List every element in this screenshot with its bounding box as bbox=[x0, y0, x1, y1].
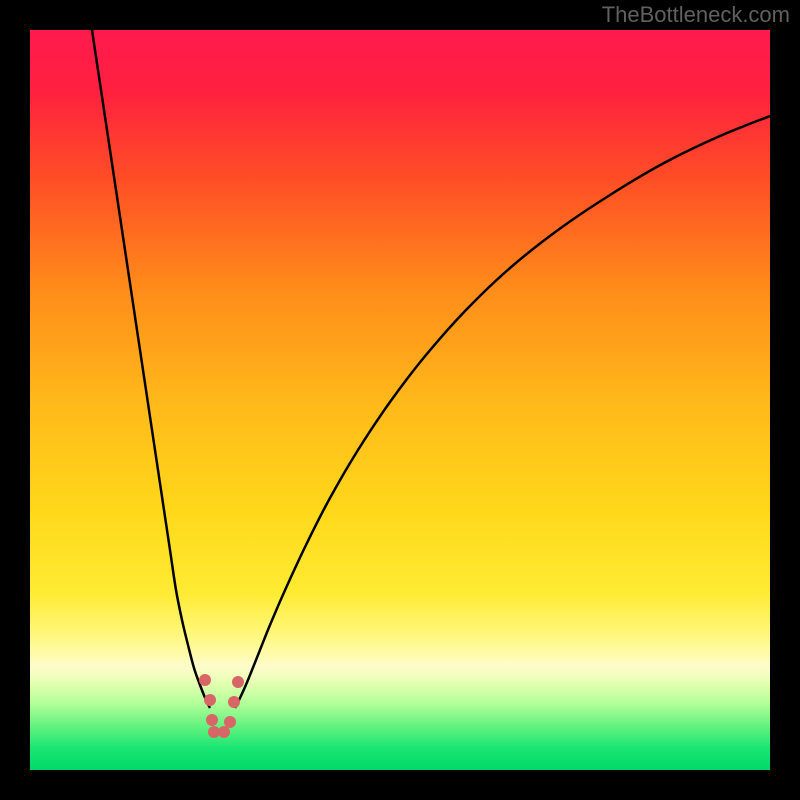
valley-marker bbox=[204, 694, 216, 706]
valley-marker bbox=[228, 696, 240, 708]
valley-markers bbox=[199, 674, 244, 738]
valley-marker bbox=[224, 716, 236, 728]
valley-marker bbox=[206, 714, 218, 726]
valley-marker bbox=[199, 674, 211, 686]
valley-marker bbox=[218, 726, 230, 738]
plot-area bbox=[30, 30, 770, 770]
curve-overlay bbox=[30, 30, 770, 770]
bottleneck-curve-left bbox=[92, 30, 210, 708]
watermark-text: TheBottleneck.com bbox=[602, 2, 790, 28]
valley-marker bbox=[232, 676, 244, 688]
bottleneck-curve-right bbox=[235, 116, 770, 708]
